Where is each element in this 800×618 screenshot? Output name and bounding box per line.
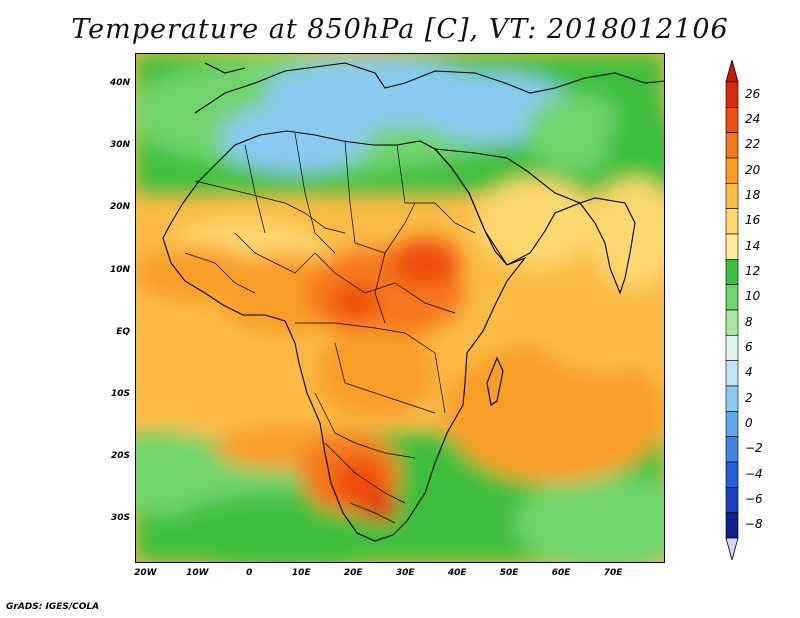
- colorbar-label: −2: [745, 441, 763, 455]
- lat-label: 20N: [96, 202, 130, 212]
- footer-credit: GrADS: IGES/COLA: [6, 602, 99, 612]
- colorbar-swatch: [726, 411, 738, 436]
- colorbar-label: 20: [745, 163, 760, 177]
- colorbar-swatch: [726, 107, 738, 132]
- map-title: Temperature at 850hPa [C], VT: 201801210…: [0, 14, 800, 45]
- colorbar-swatch: [726, 285, 738, 310]
- lon-label: 50E: [494, 568, 524, 578]
- colorbar-swatch: [726, 259, 738, 284]
- lon-label: 30E: [390, 568, 420, 578]
- colorbar-label: 24: [745, 112, 760, 126]
- colorbar-swatch: [726, 386, 738, 411]
- colorbar-top-arrow: [726, 60, 738, 82]
- lon-label: 10W: [182, 568, 212, 578]
- colorbar-label: 4: [745, 365, 753, 379]
- colorbar-label: 6: [745, 340, 753, 354]
- colorbar-label: 18: [745, 188, 760, 202]
- colorbar-swatch: [726, 487, 738, 512]
- colorbar-label: 0: [745, 416, 753, 430]
- colorbar-label: 8: [745, 315, 753, 329]
- colorbar-label: 12: [745, 264, 760, 278]
- colorbar-label: 14: [745, 239, 760, 253]
- lat-label: 10N: [96, 265, 130, 275]
- colorbar-label: 10: [745, 289, 760, 303]
- lon-label: 20W: [130, 568, 160, 578]
- colorbar-label: 2: [745, 391, 753, 405]
- colorbar-swatch: [726, 361, 738, 386]
- lon-label: 10E: [286, 568, 316, 578]
- lon-label: 60E: [546, 568, 576, 578]
- colorbar-label: −4: [745, 467, 763, 481]
- colorbar-label: −8: [745, 517, 763, 531]
- colorbar-label: 22: [745, 137, 760, 151]
- lat-label: 30N: [96, 140, 130, 150]
- colorbar-label: 26: [745, 87, 760, 101]
- lat-label: 40N: [96, 78, 130, 88]
- lat-label: 10S: [96, 389, 130, 399]
- colorbar-swatch: [726, 335, 738, 360]
- colorbar-label: −6: [745, 492, 763, 506]
- colorbar-bottom-arrow: [726, 538, 738, 560]
- lat-label: 20S: [96, 451, 130, 461]
- colorbar-label: 16: [745, 213, 760, 227]
- colorbar-swatch: [726, 437, 738, 462]
- lat-label: EQ: [96, 327, 130, 337]
- colorbar-swatch: [726, 310, 738, 335]
- map-canvas: [135, 53, 665, 563]
- lon-label: 20E: [338, 568, 368, 578]
- colorbar-swatch: [726, 234, 738, 259]
- colorbar-swatch: [726, 158, 738, 183]
- lon-label: 0: [234, 568, 264, 578]
- colorbar: [720, 60, 780, 560]
- colorbar-swatch: [726, 209, 738, 234]
- lon-label: 40E: [442, 568, 472, 578]
- lon-label: 70E: [598, 568, 628, 578]
- colorbar-swatch: [726, 462, 738, 487]
- lat-label: 30S: [96, 513, 130, 523]
- colorbar-swatch: [726, 183, 738, 208]
- colorbar-swatch: [726, 133, 738, 158]
- colorbar-swatch: [726, 82, 738, 107]
- temperature-map: [135, 53, 665, 563]
- colorbar-swatch: [726, 513, 738, 538]
